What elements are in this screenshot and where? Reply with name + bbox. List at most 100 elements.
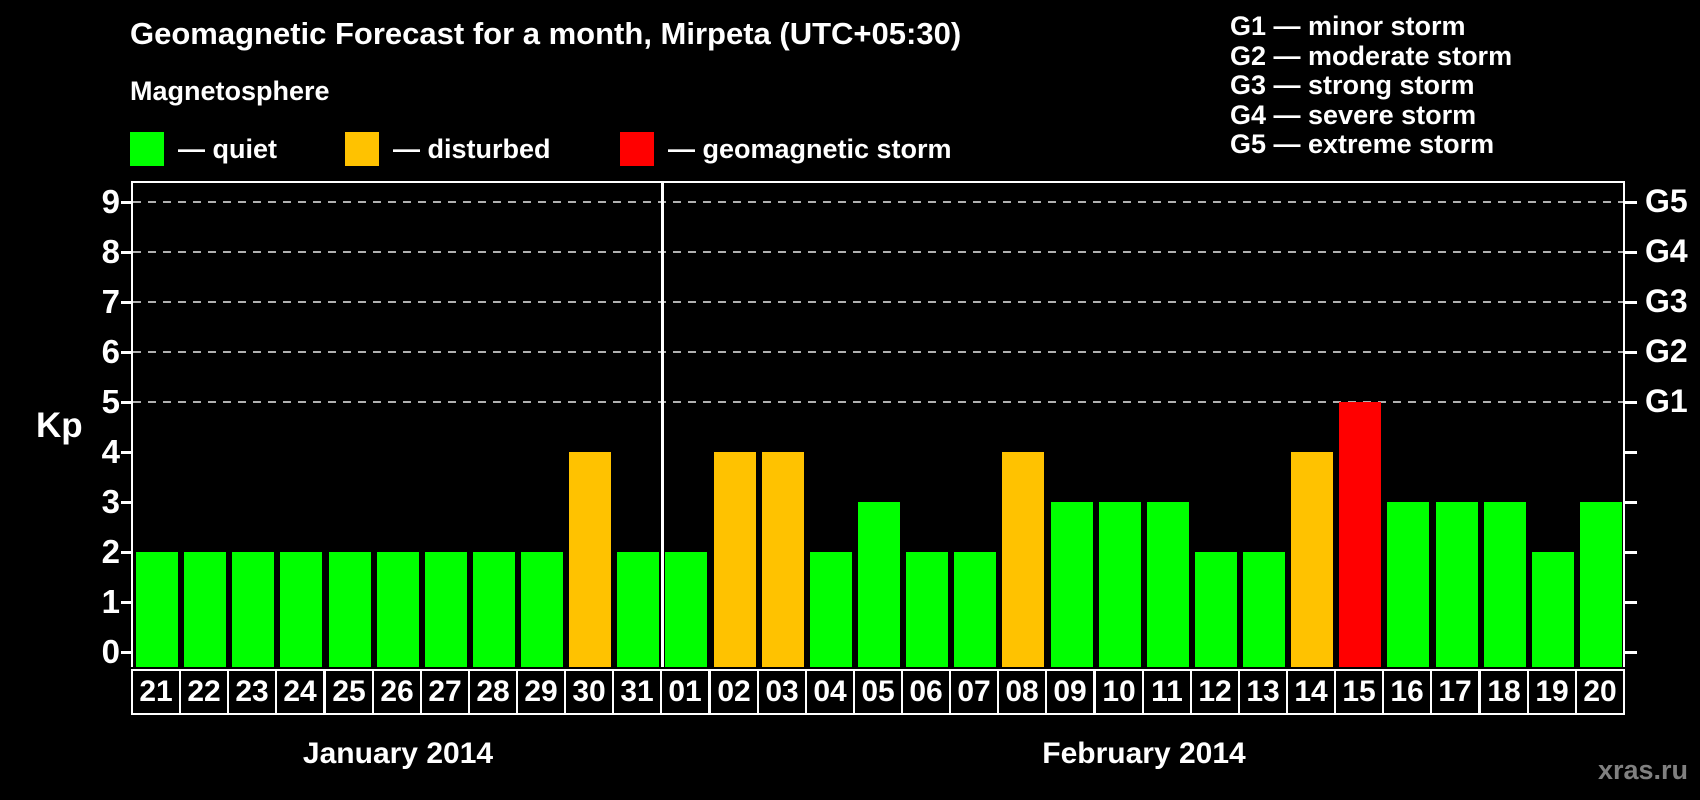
kp-bar — [1339, 402, 1381, 667]
y-tick-right — [1625, 301, 1637, 304]
g-scale-label-g5: G5 — [1645, 183, 1688, 219]
y-tick-label: 3 — [101, 483, 120, 520]
g-scale-label-g2: G2 — [1645, 333, 1688, 369]
storm-scale-legend: G1 — minor storm G2 — moderate storm G3 — … — [1230, 11, 1513, 160]
kp-bar — [1484, 502, 1526, 667]
kp-bar — [425, 552, 467, 667]
day-label: 31 — [612, 669, 662, 715]
storm-scale-item: G2 — moderate storm — [1230, 40, 1513, 71]
kp-bar — [714, 452, 756, 667]
g-scale-label-g4: G4 — [1645, 233, 1688, 269]
day-label: 18 — [1479, 669, 1529, 715]
y-tick-right — [1625, 551, 1637, 554]
kp-bar — [1436, 502, 1478, 667]
day-label: 26 — [372, 669, 422, 715]
storm-scale-item: G1 — minor storm — [1230, 11, 1466, 41]
kp-bar — [569, 452, 611, 667]
kp-bar — [280, 552, 322, 667]
day-label: 09 — [1045, 669, 1095, 715]
kp-bar — [1387, 502, 1429, 667]
storm-scale-item: G3 — strong storm — [1230, 70, 1475, 101]
y-tick-right — [1625, 201, 1637, 204]
day-label: 22 — [179, 669, 229, 715]
month-label-february: February 2014 — [1042, 737, 1246, 770]
kp-bar — [184, 552, 226, 667]
y-tick-right — [1625, 651, 1637, 654]
y-tick-label: 2 — [101, 533, 120, 570]
y-tick-right — [1625, 351, 1637, 354]
kp-bar — [1099, 502, 1141, 667]
y-tick-label: 8 — [101, 233, 120, 270]
g-scale-label-g3: G3 — [1645, 283, 1688, 319]
y-tick-left — [121, 201, 133, 204]
day-label: 01 — [660, 669, 710, 715]
gridline-kp5 — [133, 401, 1623, 403]
kp-bar — [232, 552, 274, 667]
day-label: 08 — [997, 669, 1047, 715]
day-label: 13 — [1238, 669, 1288, 715]
kp-bar — [329, 552, 371, 667]
kp-bar — [136, 552, 178, 667]
legend-label: — disturbed — [393, 134, 551, 164]
y-tick-left — [121, 301, 133, 304]
day-label: 28 — [468, 669, 518, 715]
kp-bar — [1291, 452, 1333, 667]
day-label: 11 — [1142, 669, 1192, 715]
kp-bar — [1147, 502, 1189, 667]
kp-bar — [906, 552, 948, 667]
kp-bar — [954, 552, 996, 667]
y-tick-right — [1625, 401, 1637, 404]
y-tick-right — [1625, 601, 1637, 604]
day-label: 15 — [1334, 669, 1384, 715]
y-tick-right — [1625, 251, 1637, 254]
kp-bar — [665, 552, 707, 667]
storm-swatch — [620, 132, 654, 166]
day-label: 10 — [1094, 669, 1144, 715]
day-label: 20 — [1575, 669, 1625, 715]
day-label: 14 — [1286, 669, 1336, 715]
magnetosphere-label: Magnetosphere — [130, 76, 330, 106]
month-label-january: January 2014 — [302, 737, 494, 770]
plot-area — [131, 181, 1625, 667]
legend-label: — quiet — [178, 134, 277, 164]
kp-bar — [1243, 552, 1285, 667]
y-tick-label: 4 — [101, 433, 120, 470]
y-tick-right — [1625, 501, 1637, 504]
chart-title: Geomagnetic Forecast for a month, Mirpet… — [130, 16, 962, 51]
storm-scale-item: G5 — extreme storm — [1230, 129, 1495, 160]
day-label: 02 — [709, 669, 759, 715]
disturbed-swatch — [345, 132, 379, 166]
kp-bar — [1002, 452, 1044, 667]
kp-bar — [473, 552, 515, 667]
month-separator — [661, 183, 664, 667]
y-tick-label: 9 — [101, 183, 120, 220]
y-tick-left — [121, 601, 133, 604]
y-tick-left — [121, 451, 133, 454]
kp-bar — [1580, 502, 1622, 667]
day-label: 30 — [564, 669, 614, 715]
y-axis-title: Kp — [36, 406, 83, 445]
kp-bar — [617, 552, 659, 667]
day-label: 07 — [949, 669, 999, 715]
kp-bar — [377, 552, 419, 667]
y-tick-right — [1625, 451, 1637, 454]
day-label: 17 — [1430, 669, 1480, 715]
y-tick-left — [121, 551, 133, 554]
day-label: 12 — [1190, 669, 1240, 715]
day-label: 04 — [805, 669, 855, 715]
gridline-kp9 — [133, 201, 1623, 203]
day-label: 16 — [1382, 669, 1432, 715]
day-label: 19 — [1527, 669, 1577, 715]
day-label: 29 — [516, 669, 566, 715]
quiet-swatch — [130, 132, 164, 166]
y-tick-label: 5 — [101, 383, 120, 420]
kp-bar — [521, 552, 563, 667]
day-label: 25 — [324, 669, 374, 715]
y-tick-left — [121, 351, 133, 354]
y-tick-label: 6 — [101, 333, 120, 370]
g-scale-label-g1: G1 — [1645, 383, 1688, 419]
day-label: 05 — [853, 669, 903, 715]
kp-bar — [762, 452, 804, 667]
y-tick-left — [121, 651, 133, 654]
